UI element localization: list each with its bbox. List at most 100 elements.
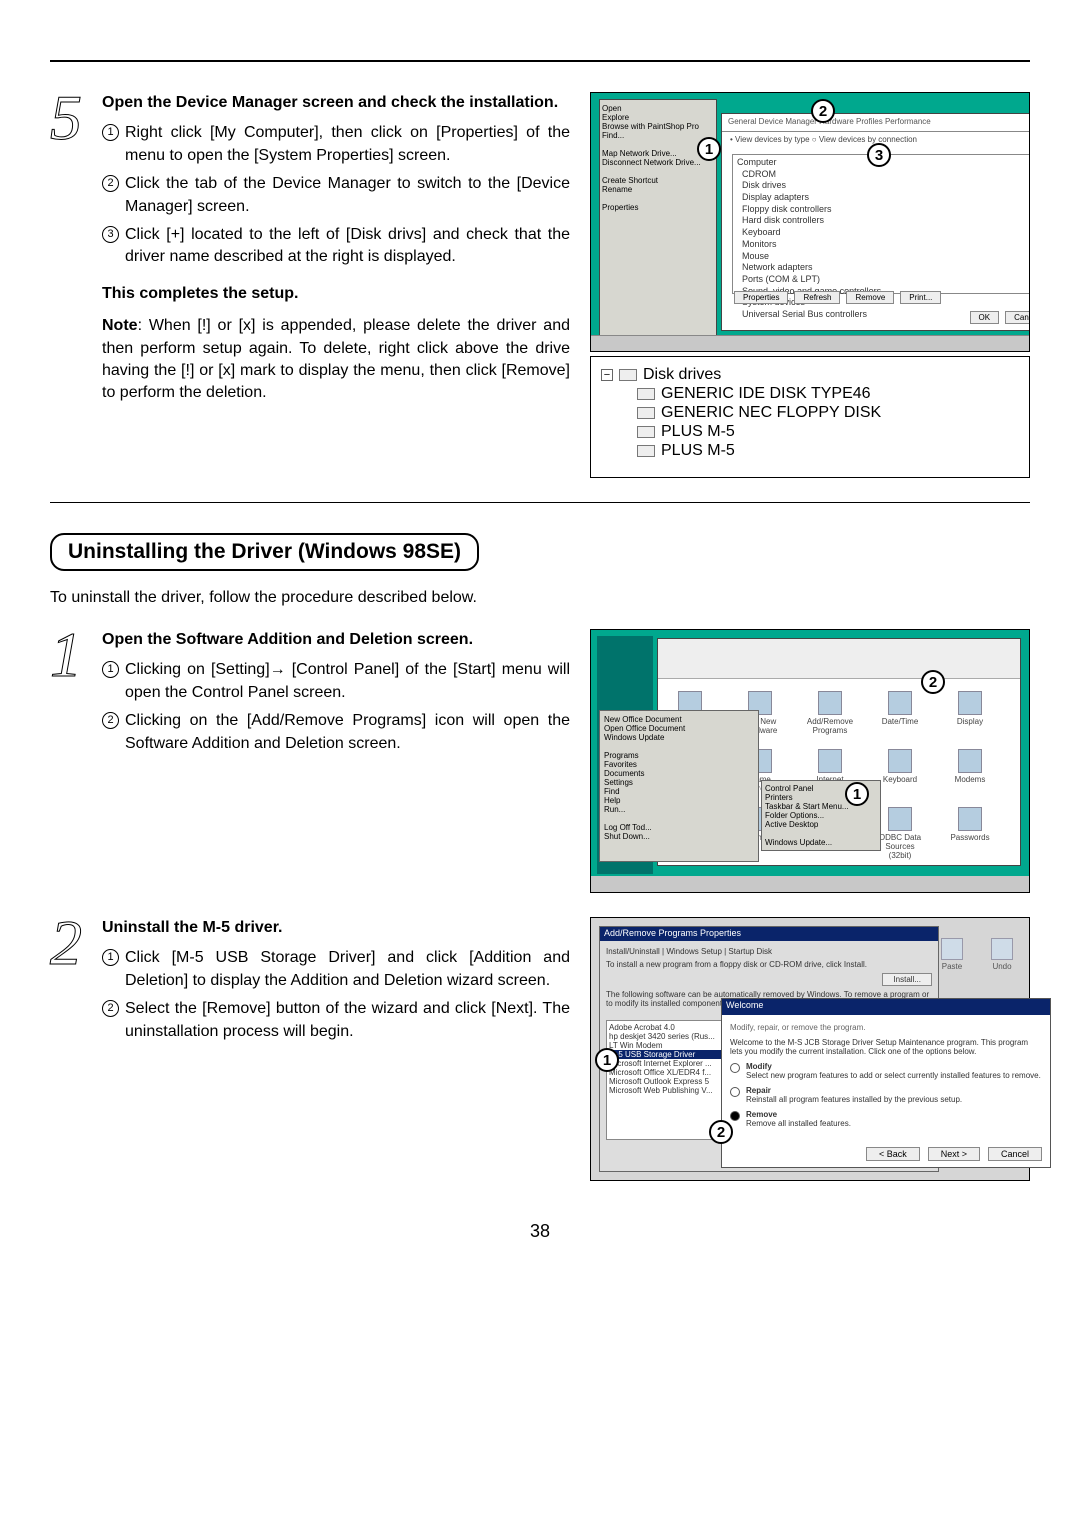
step2-sub2: Select the [Remove] button of the wizard…: [125, 998, 570, 1043]
drive-2: GENERIC NEC FLOPPY DISK: [661, 404, 881, 422]
screenshot-device-manager: Open Explore Browse with PaintShop Pro F…: [590, 92, 1030, 352]
wizard-sub: Modify, repair, or remove the program.: [730, 1023, 1042, 1032]
drive-4: PLUS M-5: [661, 442, 735, 460]
list-item[interactable]: Microsoft Outlook Express 5: [609, 1077, 739, 1086]
bullet-3: 3: [102, 226, 119, 243]
cp-icon[interactable]: Add/Remove Programs: [806, 691, 854, 735]
cp-icon[interactable]: Modems: [946, 749, 994, 793]
step2-heading: Uninstall the M-5 driver.: [102, 917, 570, 939]
callout-2: 2: [811, 99, 835, 123]
cp-icon[interactable]: ODBC Data Sources (32bit): [876, 807, 924, 860]
list-item[interactable]: hp deskjet 3420 series (Rus...: [609, 1032, 739, 1041]
step2-sub1: Click [M-5 USB Storage Driver] and click…: [125, 947, 570, 992]
collapse-icon: −: [601, 369, 613, 381]
dialog-title: Add/Remove Programs Properties: [600, 927, 938, 941]
opt-modify: Modify: [746, 1062, 772, 1071]
install-text: To install a new program from a floppy d…: [606, 960, 932, 969]
step5-note: Note: When [!] or [x] is appended, pleas…: [102, 315, 570, 405]
drive-icon: [637, 445, 655, 457]
screenshot-add-remove: CutCopyPasteUndo Add/Remove Programs Pro…: [590, 917, 1030, 1181]
callout-3: 3: [867, 143, 891, 167]
cp-icon[interactable]: Display: [946, 691, 994, 735]
opt-modify-desc: Select new program features to add or se…: [746, 1071, 1041, 1080]
step-number-1: 1: [50, 629, 94, 893]
radio-icon[interactable]: [730, 1111, 740, 1121]
start-menu: New Office Document Open Office Document…: [599, 710, 759, 862]
screenshot-control-panel: Accessibility OptionsAdd New HardwareAdd…: [590, 629, 1030, 893]
toolbar: [658, 639, 1020, 679]
list-item[interactable]: M-5 USB Storage Driver: [609, 1050, 739, 1059]
step1-heading: Open the Software Addition and Deletion …: [102, 629, 570, 651]
taskbar: [591, 335, 1029, 351]
step5-sub3: Click [+] located to the left of [Disk d…: [125, 224, 570, 269]
opt-repair-desc: Reinstall all program features installed…: [746, 1095, 962, 1104]
screenshot-disk-drives: − Disk drives GENERIC IDE DISK TYPE46 GEN…: [590, 356, 1030, 478]
device-tree: Computer CDROM Disk drives Display adapt…: [732, 154, 1030, 294]
drive-1: GENERIC IDE DISK TYPE46: [661, 385, 871, 403]
remove-button[interactable]: Remove: [846, 291, 894, 304]
toolbar-icon: Undo: [985, 938, 1019, 971]
ok-button[interactable]: OK: [970, 311, 1000, 324]
page-frame: 5 Open the Device Manager screen and che…: [50, 60, 1030, 1242]
step5-sub1: Right click [My Computer], then click on…: [125, 122, 570, 167]
drive-icon: [637, 407, 655, 419]
disk-drives-label: Disk drives: [643, 366, 721, 384]
list-item[interactable]: Microsoft Office XL/EDR4 f...: [609, 1068, 739, 1077]
radio-icon[interactable]: [730, 1063, 740, 1073]
properties-button[interactable]: Properties: [734, 291, 788, 304]
bullet-2: 2: [102, 1000, 119, 1017]
bullet-1: 1: [102, 661, 119, 678]
section-title-wrap: Uninstalling the Driver (Windows 98SE): [50, 533, 1030, 571]
print-button[interactable]: Print...: [900, 291, 941, 304]
radio-icon[interactable]: [730, 1087, 740, 1097]
taskbar: [591, 876, 1029, 892]
step5-heading: Open the Device Manager screen and check…: [102, 92, 570, 114]
bullet-1: 1: [102, 949, 119, 966]
step-number-5: 5: [50, 92, 94, 478]
list-item[interactable]: LT Win Modem: [609, 1041, 739, 1050]
dialog-tabs: General Device Manager Hardware Profiles…: [722, 114, 1030, 132]
bullet-2: 2: [102, 712, 119, 729]
drive-3: PLUS M-5: [661, 423, 735, 441]
step-5: 5 Open the Device Manager screen and che…: [50, 92, 1030, 478]
list-item[interactable]: Microsoft Internet Explorer ...: [609, 1059, 739, 1068]
callout-2: 2: [709, 1120, 733, 1144]
tab-row: Install/Uninstall | Windows Setup | Star…: [606, 947, 932, 956]
list-item[interactable]: Microsoft Web Publishing V...: [609, 1086, 739, 1095]
step-number-2: 2: [50, 917, 94, 1181]
cp-icon[interactable]: Keyboard: [876, 749, 924, 793]
next-button[interactable]: Next >: [928, 1147, 980, 1161]
back-button[interactable]: < Back: [866, 1147, 920, 1161]
cancel-button[interactable]: Cancel: [988, 1147, 1042, 1161]
cp-icon[interactable]: Passwords: [946, 807, 994, 860]
uninstall-title: Uninstalling the Driver (Windows 98SE): [50, 533, 479, 571]
step-2: 2 Uninstall the M-5 driver. 1 Click [M-5 …: [50, 917, 1030, 1181]
drive-icon: [637, 388, 655, 400]
step1-sub1: Clicking on [Setting]→ [Control Panel] o…: [125, 659, 570, 704]
drive-icon: [637, 426, 655, 438]
divider: [50, 502, 1030, 503]
bullet-2: 2: [102, 175, 119, 192]
uninstall-intro: To uninstall the driver, follow the proc…: [50, 589, 1030, 607]
callout-2: 2: [921, 670, 945, 694]
install-button[interactable]: Install...: [882, 973, 932, 986]
step1-sub2: Clicking on the [Add/Remove Programs] ic…: [125, 710, 570, 755]
cancel-button[interactable]: Cancel: [1005, 311, 1030, 324]
step5-sub2: Click the tab of the Device Manager to s…: [125, 173, 570, 218]
wizard-dialog: Welcome Modify, repair, or remove the pr…: [721, 998, 1051, 1168]
toolbar-icon: Paste: [935, 938, 969, 971]
bullet-1: 1: [102, 124, 119, 141]
wizard-welcome: Welcome to the M-S JCB Storage Driver Se…: [730, 1038, 1042, 1056]
opt-remove-desc: Remove all installed features.: [746, 1119, 851, 1128]
wizard-buttons: < Back Next > Cancel: [866, 1147, 1042, 1161]
callout-1: 1: [595, 1048, 619, 1072]
dialog-ok-cancel: OK Cancel: [970, 311, 1030, 324]
callout-1: 1: [845, 782, 869, 806]
setup-complete: This completes the setup.: [102, 283, 570, 305]
list-item[interactable]: Adobe Acrobat 4.0: [609, 1023, 739, 1032]
cp-icon[interactable]: Date/Time: [876, 691, 924, 735]
page-number: 38: [50, 1221, 1030, 1242]
drive-icon: [619, 369, 637, 381]
callout-1: 1: [697, 137, 721, 161]
refresh-button[interactable]: Refresh: [794, 291, 840, 304]
